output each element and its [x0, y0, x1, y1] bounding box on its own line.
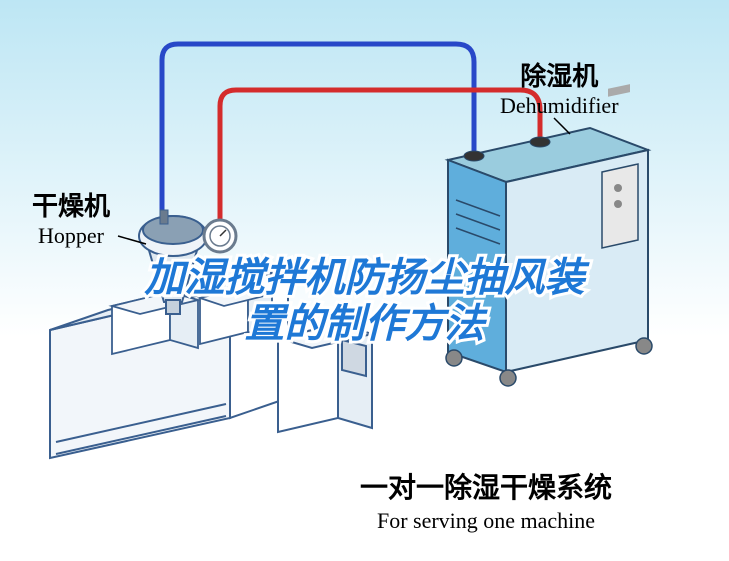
system-title-en: For serving one machine [377, 508, 595, 534]
hopper-label-cn: 干燥机 [32, 186, 110, 223]
dehumidifier-label-en: Dehumidifier [500, 93, 619, 119]
dehumidifier-label-cn: 除湿机 [520, 56, 598, 93]
dehumidifier-label: 除湿机 Dehumidifier [500, 56, 619, 119]
system-title: 一对一除湿干燥系统 For serving one machine [360, 466, 612, 534]
system-title-cn: 一对一除湿干燥系统 [360, 466, 612, 506]
extruder-machine [50, 268, 372, 458]
dehumidifier-unit [446, 84, 652, 386]
hopper-label-en: Hopper [38, 223, 104, 249]
hopper-label: 干燥机 Hopper [32, 186, 110, 249]
